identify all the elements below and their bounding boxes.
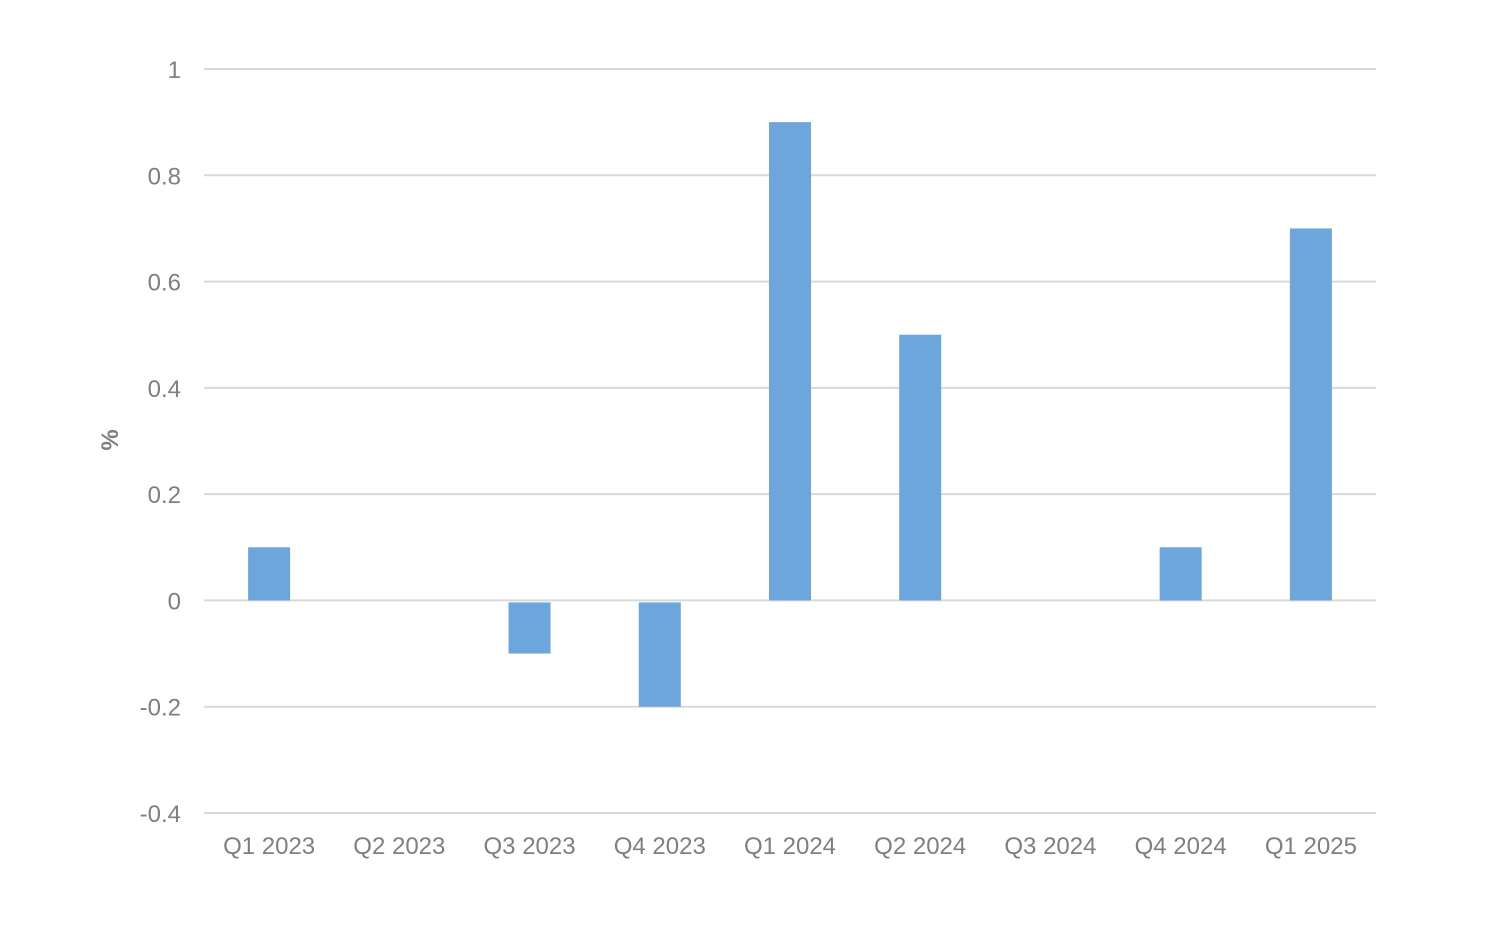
x-axis-tick-labels: Q1 2023 Q2 2023 Q3 2023 Q4 2023 Q1 2024 Q2 20… [223,833,1357,860]
y-tick-label: 1 [168,57,181,84]
bar [1159,547,1202,601]
y-tick-label: 0.2 [148,482,181,509]
bar [899,334,942,601]
y-tick-label: 0.4 [148,376,181,403]
x-tick-label: Q3 2024 [1004,833,1096,860]
x-tick-label: Q2 2023 [353,833,445,860]
bar [508,602,551,654]
x-tick-label: Q1 2024 [744,833,836,860]
bar [638,602,681,707]
x-tick-label: Q1 2023 [223,833,315,860]
x-tick-label: Q1 2025 [1265,833,1357,860]
y-axis-tick-labels: -0.4 -0.2 0 0.2 0.4 0.6 0.8 1 [140,57,181,828]
bar [1289,228,1332,601]
x-tick-label: Q4 2024 [1135,833,1227,860]
bar [248,547,291,601]
x-tick-label: Q4 2023 [614,833,706,860]
bar [769,122,811,601]
x-tick-label: Q3 2023 [484,833,576,860]
y-tick-label: 0.8 [148,163,181,190]
x-tick-label: Q2 2024 [874,833,966,860]
bars [248,122,1332,707]
y-tick-label: -0.4 [140,801,181,828]
y-axis-label: % [97,429,124,450]
y-tick-label: -0.2 [140,695,181,722]
y-tick-label: 0.6 [148,270,181,297]
y-tick-label: 0 [168,588,181,615]
